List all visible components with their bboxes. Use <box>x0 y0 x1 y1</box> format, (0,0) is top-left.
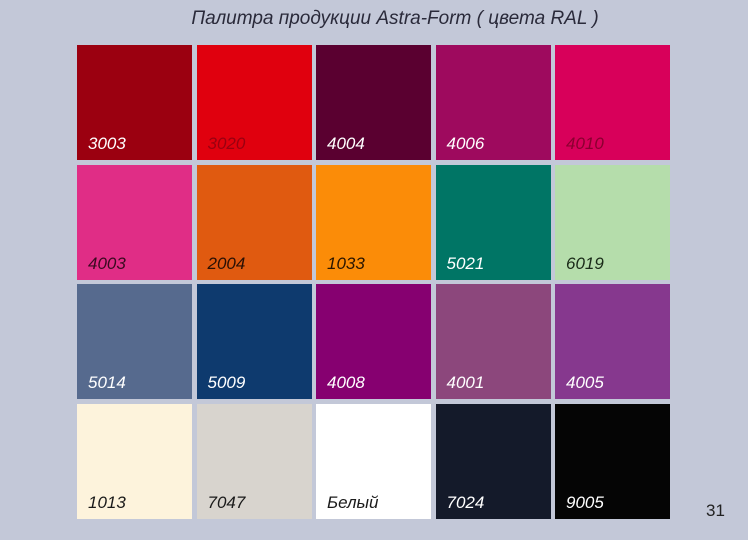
page-number: 31 <box>706 501 725 520</box>
color-swatch: 4004 <box>316 45 431 160</box>
color-swatch: 4008 <box>316 284 431 399</box>
swatch-label: 7024 <box>446 492 485 512</box>
swatch-label: 7047 <box>207 492 246 512</box>
swatch-label: 2004 <box>207 253 246 273</box>
swatch-grid: 3003 3020 4004 4006 4010 4003 2004 1033 5021 6019… <box>77 45 671 519</box>
swatch-label: 4003 <box>88 253 126 273</box>
color-swatch: 2004 <box>196 164 312 280</box>
color-swatch: 3003 <box>77 45 192 160</box>
swatch-label: 3020 <box>207 134 246 153</box>
swatch-label: 4010 <box>566 134 604 153</box>
swatch-label: 1033 <box>327 253 365 273</box>
color-swatch: 1033 <box>316 164 431 280</box>
swatch-label: 4004 <box>327 134 365 153</box>
color-swatch: 5021 <box>435 164 551 280</box>
swatch-label: Белый <box>327 492 379 512</box>
swatch-label: 3003 <box>88 134 126 153</box>
color-swatch: 4005 <box>555 284 670 399</box>
swatch-label: 5014 <box>88 373 126 392</box>
swatch-label: 4006 <box>446 134 485 153</box>
color-swatch: 4001 <box>435 284 551 399</box>
color-swatch: 3020 <box>196 45 312 160</box>
color-swatch: 4003 <box>77 164 192 280</box>
swatch-label: 9005 <box>566 492 604 512</box>
color-swatch: 4010 <box>555 45 670 160</box>
swatch-label: 4001 <box>446 373 485 392</box>
color-swatch: 1013 <box>77 403 192 519</box>
title: Палитра продукции Astra-Form ( цвета RAL… <box>191 8 599 29</box>
color-swatch: 9005 <box>555 403 670 519</box>
swatch-label: 1013 <box>88 492 126 512</box>
swatch-label: 5021 <box>446 253 485 273</box>
color-swatch: 7047 <box>196 403 312 519</box>
swatch-label: 6019 <box>566 253 604 273</box>
color-swatch: 4006 <box>435 45 551 160</box>
color-swatch: 5014 <box>77 284 192 399</box>
color-swatch: 6019 <box>555 164 670 280</box>
color-swatch: 5009 <box>196 284 312 399</box>
color-swatch: Белый <box>316 403 431 519</box>
swatch-label: 4005 <box>566 373 604 392</box>
swatch-label: 5009 <box>207 373 246 392</box>
swatch-label: 4008 <box>327 373 365 392</box>
color-swatch: 7024 <box>435 403 551 519</box>
